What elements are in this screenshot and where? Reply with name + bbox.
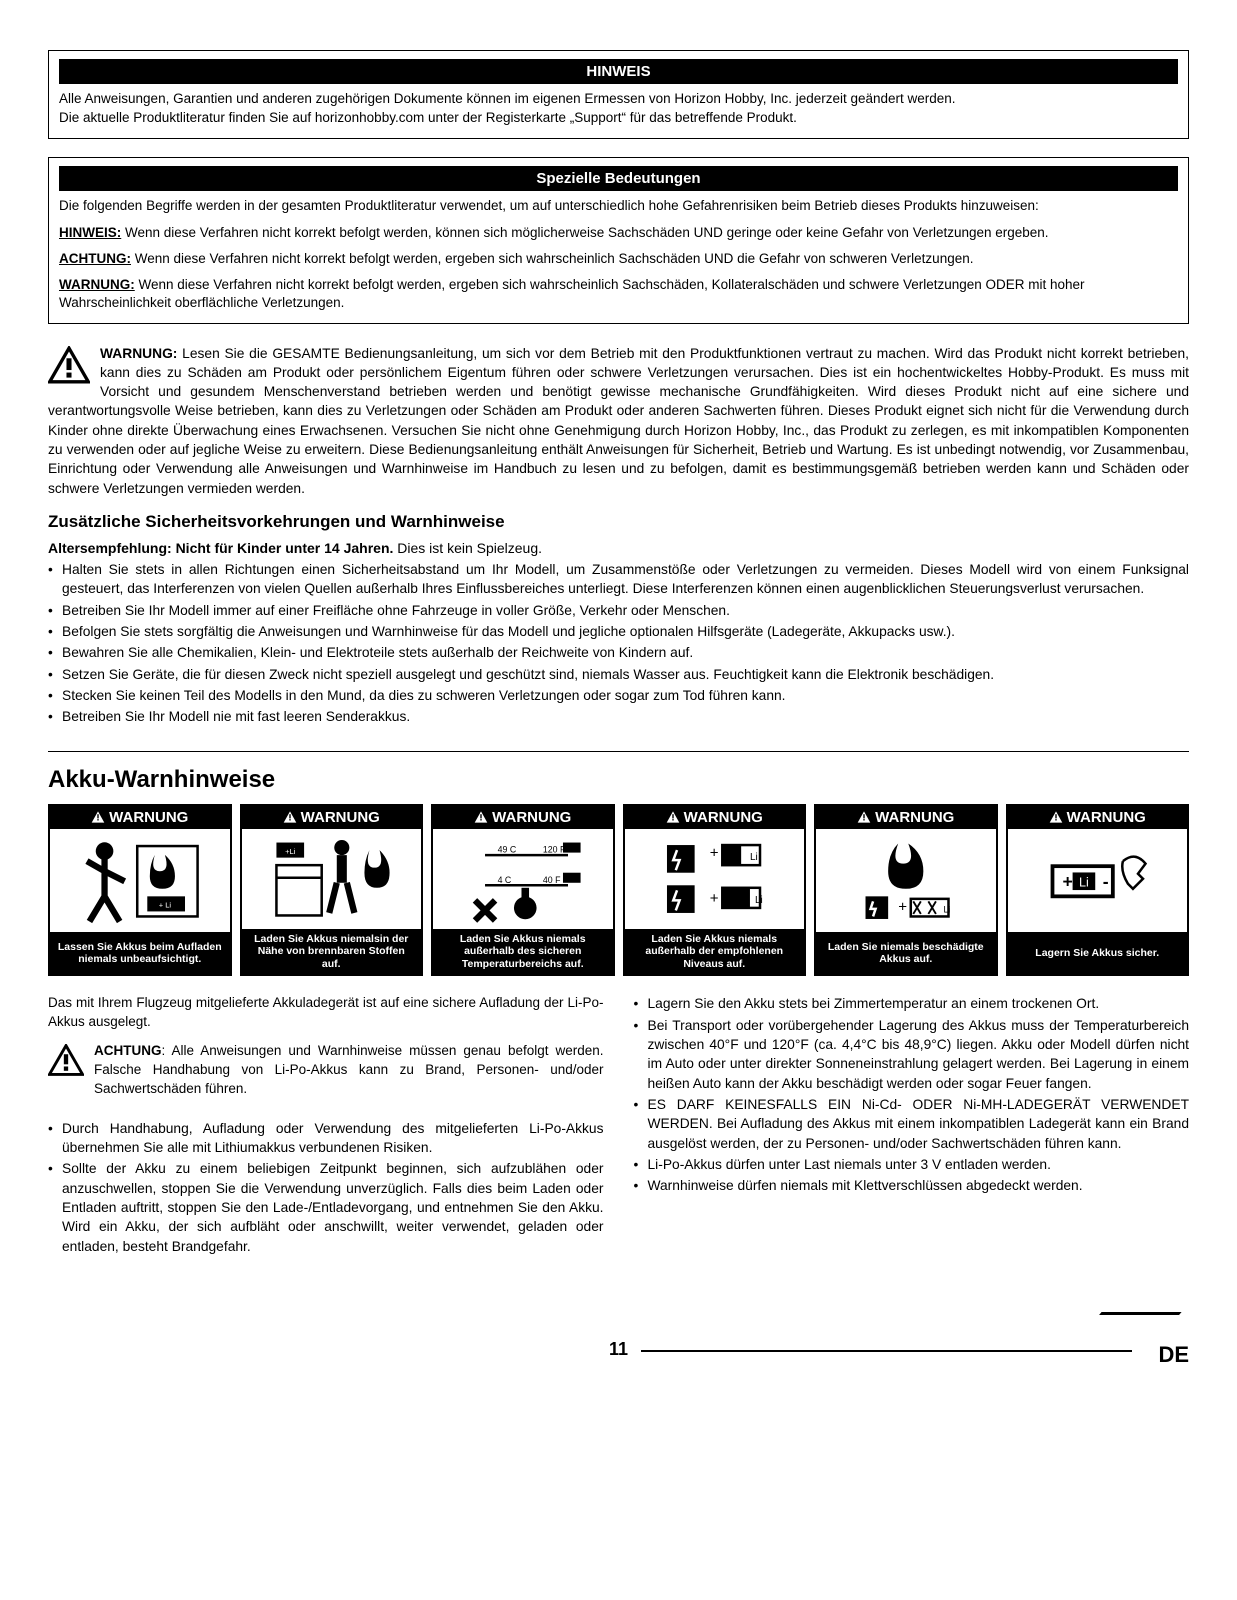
age-recommendation: Altersempfehlung: Nicht für Kinder unter… [48, 540, 1189, 556]
meanings-intro: Die folgenden Begriffe werden in der ges… [59, 197, 1178, 216]
list-item: Setzen Sie Geräte, die für diesen Zweck … [48, 665, 1189, 684]
svg-text:+: + [709, 844, 718, 861]
svg-text:120 F: 120 F [543, 844, 566, 854]
svg-text:+ Li: + Li [159, 901, 172, 910]
list-item: Stecken Sie keinen Teil des Modells in d… [48, 686, 1189, 705]
footer-diagonal [1076, 1312, 1181, 1342]
footer-rule [641, 1350, 1132, 1352]
notice-body: Alle Anweisungen, Garantien und anderen … [59, 90, 1178, 128]
battery-heading: Akku-Warnhinweise [48, 766, 1189, 794]
achtung-block: ACHTUNG: Alle Anweisungen und Warnhinwei… [48, 1042, 604, 1109]
def-achtung: ACHTUNG: Wenn diese Verfahren nicht korr… [59, 250, 1178, 268]
svg-text:Li: Li [754, 894, 762, 905]
list-item: Warnhinweise dürfen niemals mit Klettver… [634, 1176, 1190, 1195]
svg-text:Li: Li [1079, 876, 1089, 890]
right-column: Lagern Sie den Akku stets bei Zimmertemp… [634, 994, 1190, 1258]
list-item: Bei Transport oder vorübergehender Lager… [634, 1016, 1190, 1093]
list-item: Halten Sie stets in allen Richtungen ein… [48, 560, 1189, 599]
svg-text:40 F: 40 F [543, 874, 561, 884]
warning-triangle-icon [48, 1044, 84, 1076]
def-hinweis: HINWEIS: Wenn diese Verfahren nicht korr… [59, 224, 1178, 242]
precautions-list: Halten Sie stets in allen Richtungen ein… [48, 560, 1189, 727]
list-item: Li-Po-Akkus dürfen unter Last niemals un… [634, 1155, 1190, 1174]
svg-text:Li: Li [749, 852, 757, 863]
list-item: Betreiben Sie Ihr Modell immer auf einer… [48, 601, 1189, 620]
svg-text:+: + [1062, 872, 1072, 892]
warn-card-2: WARNUNG +Li Laden Sie Akkus niemalsin de… [240, 804, 424, 977]
meanings-box: Spezielle Bedeutungen Die folgenden Begr… [48, 157, 1189, 324]
main-warning: WARNUNG: Lesen Sie die GESAMTE Bedienung… [48, 344, 1189, 499]
warn-card-6: WARNUNG +Li- Lagern Sie Akkus sicher. [1006, 804, 1190, 977]
meanings-title: Spezielle Bedeutungen [59, 166, 1178, 191]
svg-text:49 C: 49 C [498, 844, 517, 854]
list-item: Lagern Sie den Akku stets bei Zimmertemp… [634, 994, 1190, 1013]
warn-card-3: WARNUNG 49 C120 F4 C40 F Laden Sie Akkus… [431, 804, 615, 977]
battery-intro: Das mit Ihrem Flugzeug mitgelieferte Akk… [48, 994, 604, 1032]
warn-card-5: WARNUNG +Li Laden Sie niemals beschädigt… [814, 804, 998, 977]
notice-title: HINWEIS [59, 59, 1178, 84]
battery-text: Das mit Ihrem Flugzeug mitgelieferte Akk… [48, 994, 1189, 1258]
list-item: Betreiben Sie Ihr Modell nie mit fast le… [48, 707, 1189, 726]
list-item: Durch Handhabung, Aufladung oder Verwend… [48, 1119, 604, 1158]
warn-card-4: WARNUNG +Li+Li Laden Sie Akkus niemals a… [623, 804, 807, 977]
list-item: Sollte der Akku zu einem beliebigen Zeit… [48, 1159, 604, 1256]
svg-text:+: + [898, 899, 907, 916]
language-code: DE [1158, 1342, 1189, 1368]
page-footer: 11 DE [48, 1318, 1189, 1368]
svg-text:+Li: +Li [285, 846, 296, 855]
left-column: Das mit Ihrem Flugzeug mitgelieferte Akk… [48, 994, 604, 1258]
precautions-heading: Zusätzliche Sicherheitsvorkehrungen und … [48, 512, 1189, 532]
notice-box: HINWEIS Alle Anweisungen, Garantien und … [48, 50, 1189, 139]
warning-triangle-icon [48, 346, 90, 389]
warning-cards: WARNUNG + Li Lassen Sie Akkus beim Aufla… [48, 804, 1189, 977]
def-warnung: WARNUNG: Wenn diese Verfahren nicht korr… [59, 276, 1178, 312]
svg-text:Li: Li [943, 905, 950, 915]
list-item: Befolgen Sie stets sorgfältig die Anweis… [48, 622, 1189, 641]
svg-text:-: - [1102, 872, 1108, 892]
svg-text:4 C: 4 C [498, 874, 512, 884]
warn-card-1: WARNUNG + Li Lassen Sie Akkus beim Aufla… [48, 804, 232, 977]
svg-text:+: + [709, 889, 718, 906]
list-item: ES DARF KEINESFALLS EIN Ni-Cd- ODER Ni-M… [634, 1095, 1190, 1153]
list-item: Bewahren Sie alle Chemikalien, Klein- un… [48, 643, 1189, 662]
page-number: 11 [609, 1339, 628, 1360]
divider [48, 751, 1189, 752]
